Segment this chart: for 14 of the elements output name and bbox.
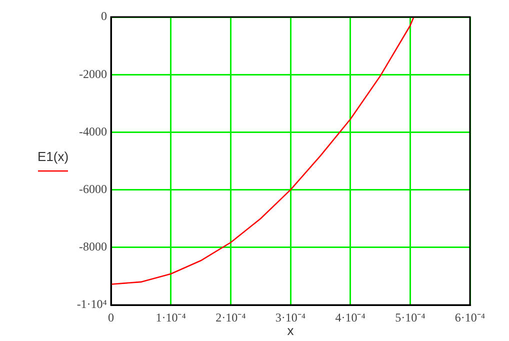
x-tick-label: 2·10⁻⁴ [216,310,246,324]
y-tick-label: -6000 [79,182,107,196]
x-axis-title: x [287,323,294,338]
text: E1(x) [37,149,69,164]
x-tick-label: 3·10⁻⁴ [275,310,306,324]
x-tick-label: 4·10⁻⁴ [335,310,366,324]
x-tick-label: 5·10⁻⁴ [395,310,426,324]
y-tick-label: -1·10⁴ [76,297,107,312]
y-tick-label: -4000 [79,124,107,138]
y-tick-label: -2000 [79,66,107,81]
y-tick-label: 0 [101,9,107,24]
x-tick-label: 1·10⁻⁴ [156,310,186,324]
x-tick-label: 6·10⁻⁴ [454,310,486,324]
y-tick-label: -8000 [79,240,107,254]
